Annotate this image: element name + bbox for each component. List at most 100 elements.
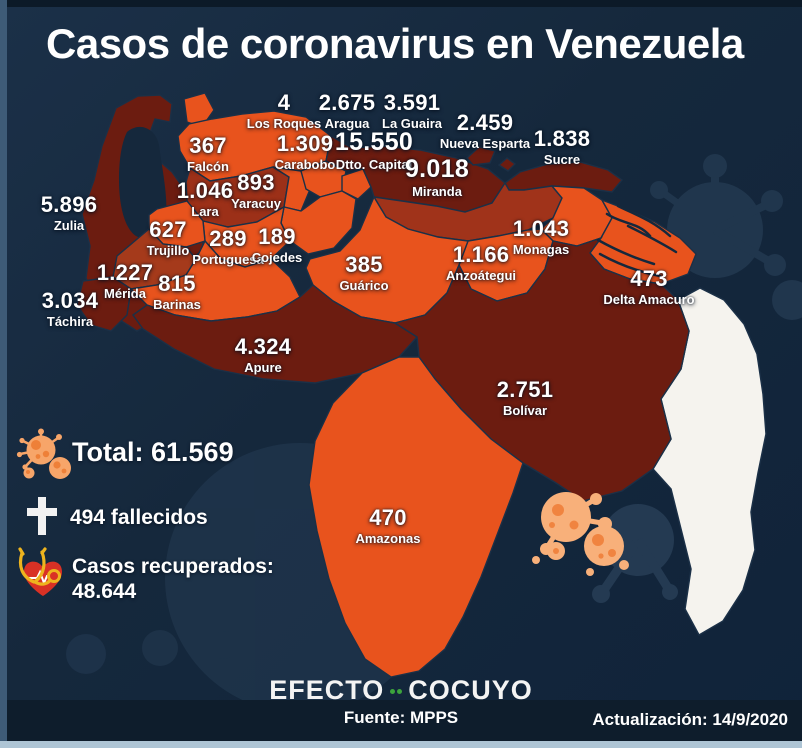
state-cases-value: 1.166 [452, 242, 510, 267]
state-name-label: Dtto. Capital [335, 157, 413, 172]
state-cases-value: 4.324 [234, 334, 292, 359]
state-cases-value: 2.675 [318, 90, 376, 115]
state-cases-value: 1.838 [533, 126, 591, 151]
state-name-label: Sucre [543, 152, 581, 167]
state-name-label: Apure [244, 360, 282, 375]
state-label-bolivar: 2.751 Bolívar [496, 377, 554, 418]
virus-silhouette-small [772, 280, 802, 320]
state-name-label: Táchira [46, 314, 94, 329]
brand-first-word: EFECTO [269, 675, 385, 705]
state-label-nueva-esparta: 2.459 Nueva Esparta [439, 110, 531, 151]
state-label-yaracuy: 893 Yaracuy [231, 170, 281, 211]
total-cases: Total: 61.569 [72, 437, 234, 468]
state-cases-value: 4 [277, 90, 291, 115]
state-name-label: Falcón [187, 159, 229, 174]
recovered-cases: Casos recuperados: 48.644 [72, 554, 274, 604]
state-name-label: Lara [191, 204, 219, 219]
state-label-amazonas: 470 Amazonas [355, 507, 421, 546]
state-cases-value: 385 [345, 252, 383, 277]
state-cases-value: 2.459 [456, 110, 514, 135]
state-label-guarico: 385 Guárico [339, 252, 389, 293]
state-label-la-guaira: 3.591 La Guaira [382, 90, 442, 131]
state-label-delta-amacuro: 473 Delta Amacuro [603, 266, 695, 307]
state-name-label: Amazonas [355, 531, 421, 546]
updated-text: Actualización: 14/9/2020 [592, 710, 788, 729]
state-label-los-roques: 4 Los Roques [246, 90, 322, 131]
state-name-label: Barinas [153, 297, 201, 312]
deaths-count: 494 fallecidos [70, 506, 208, 529]
total-label: Total: [72, 437, 144, 467]
state-label-barinas: 815 Barinas [153, 271, 201, 312]
state-name-label: Carabobo [274, 157, 336, 172]
state-label-monagas: 1.043 Monagas [512, 216, 570, 257]
virus-icon [16, 428, 71, 479]
state-cases-value: 189 [258, 224, 296, 249]
state-cases-value: 627 [149, 217, 187, 242]
delta-channels [596, 204, 678, 278]
bottom-edge-strip [0, 741, 802, 748]
state-label-cojedes: 189 Cojedes [251, 224, 303, 265]
state-cases-value: 1.227 [96, 260, 154, 285]
state-label-falcon: 367 Falcón [187, 133, 229, 174]
state-cases-value: 9.018 [404, 155, 470, 183]
state-cases-value: 3.591 [383, 90, 441, 115]
brand-logo: EFECTO COCUYO [0, 675, 802, 710]
state-name-label: Delta Amacuro [603, 292, 695, 307]
state-label-carabobo: 1.309 Carabobo [274, 131, 336, 172]
state-name-label: La Guaira [382, 116, 442, 131]
left-edge-strip [0, 0, 7, 741]
state-cases-value: 3.034 [41, 288, 99, 313]
state-cases-value: 289 [209, 226, 247, 251]
state-name-label: Aragua [324, 116, 370, 131]
state-cases-value: 1.043 [512, 216, 570, 241]
state-label-merida: 1.227 Mérida [96, 260, 154, 301]
state-cases-value: 1.046 [176, 178, 234, 203]
state-name-label: Trujillo [146, 243, 190, 258]
state-name-label: Yaracuy [231, 196, 281, 211]
state-cases-value: 815 [158, 271, 196, 296]
state-shape-amazonas [308, 356, 524, 678]
state-cases-value: 15.550 [334, 128, 414, 156]
state-label-zulia: 5.896 Zulia [41, 194, 98, 233]
top-edge-strip [0, 0, 802, 7]
state-cases-value: 893 [237, 170, 275, 195]
state-label-lara: 1.046 Lara [176, 178, 234, 219]
brand-dots [389, 675, 403, 706]
state-cases-value: 367 [189, 133, 227, 158]
brand-second-word: COCUYO [408, 675, 533, 705]
state-label-tachira: 3.034 Táchira [41, 288, 99, 329]
state-name-label: Nueva Esparta [439, 136, 531, 151]
state-name-label: Cojedes [251, 250, 303, 265]
state-label-apure: 4.324 Apure [234, 334, 292, 375]
state-cases-value: 1.309 [276, 131, 334, 156]
page-title: Casos de coronavirus en Venezuela [46, 20, 744, 67]
recovered-label: Casos recuperados: [72, 555, 274, 578]
total-value: 61.569 [151, 437, 234, 467]
state-label-aragua: 2.675 Aragua [318, 90, 376, 131]
state-name-label: Portuguesa [192, 252, 264, 267]
state-name-label: Los Roques [246, 116, 322, 131]
source-text: Fuente: MPPS [343, 708, 459, 727]
cross-icon [27, 497, 57, 535]
state-name-label: Miranda [412, 184, 462, 199]
state-cases-value: 473 [630, 266, 668, 291]
state-name-label: Zulia [53, 218, 85, 233]
state-label-dtto-capital: 15.550 Dtto. Capital [334, 128, 414, 172]
state-label-miranda: 9.018 Miranda [404, 155, 470, 199]
state-shape-aragua [341, 168, 372, 200]
state-name-label: Monagas [512, 242, 570, 257]
state-cases-value: 2.751 [496, 377, 554, 402]
recovered-value: 48.644 [72, 580, 137, 603]
state-label-portuguesa: 289 Portuguesa [192, 226, 264, 267]
footer-band [0, 700, 802, 741]
state-shape-tachira [76, 276, 132, 332]
state-name-label: Guárico [339, 278, 389, 293]
state-name-label: Mérida [104, 286, 146, 301]
state-label-sucre: 1.838 Sucre [533, 126, 591, 167]
state-shape-apure [132, 284, 419, 384]
state-label-anzoategui: 1.166 Anzoátegui [445, 242, 517, 283]
state-name-label: Anzoátegui [445, 268, 517, 283]
state-name-label: Bolívar [502, 403, 548, 418]
